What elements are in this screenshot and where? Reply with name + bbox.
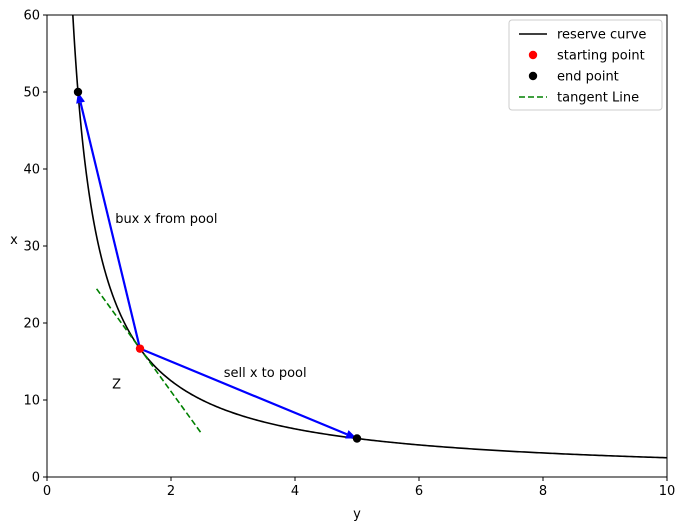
legend-marker-swatch <box>528 71 538 81</box>
y-tick-label: 30 <box>23 240 40 255</box>
legend-entry: tangent Line <box>557 91 639 106</box>
legend-entry: reserve curve <box>557 28 646 43</box>
tangent-line <box>95 288 203 435</box>
x-tick-label: 0 <box>43 484 51 499</box>
end-point-marker <box>73 87 83 97</box>
x-tick-label: 2 <box>167 484 175 499</box>
legend-entry: starting point <box>557 49 645 64</box>
x-tick-label: 8 <box>539 484 547 499</box>
legend-box <box>508 19 663 111</box>
y-tick-label: 50 <box>23 86 40 101</box>
x-tick-label: 4 <box>291 484 299 499</box>
starting-point-marker <box>135 344 145 353</box>
reserve-curve-line <box>72 15 667 459</box>
x-tick-label: 10 <box>659 484 676 499</box>
y-tick-label: 20 <box>23 317 40 332</box>
annotation-label: Z <box>112 377 121 392</box>
y-tick-label: 0 <box>32 471 40 486</box>
y-tick-label: 10 <box>23 394 40 409</box>
legend: reserve curve starting point end point tang… <box>508 19 663 111</box>
y-tick-label: 60 <box>23 9 40 24</box>
legend-marker-swatch <box>528 50 538 60</box>
y-axis-label: x <box>10 233 18 248</box>
annotation-label: sell x to pool <box>224 366 307 381</box>
end-point-marker <box>352 434 362 443</box>
trade-arrow <box>139 347 348 436</box>
legend-entry: end point <box>557 70 619 85</box>
y-tick-label: 40 <box>23 163 40 178</box>
trade-arrow <box>79 102 142 349</box>
annotation-label: bux x from pool <box>115 212 217 227</box>
x-axis-label: y <box>353 507 361 522</box>
x-tick-label: 6 <box>415 484 423 499</box>
